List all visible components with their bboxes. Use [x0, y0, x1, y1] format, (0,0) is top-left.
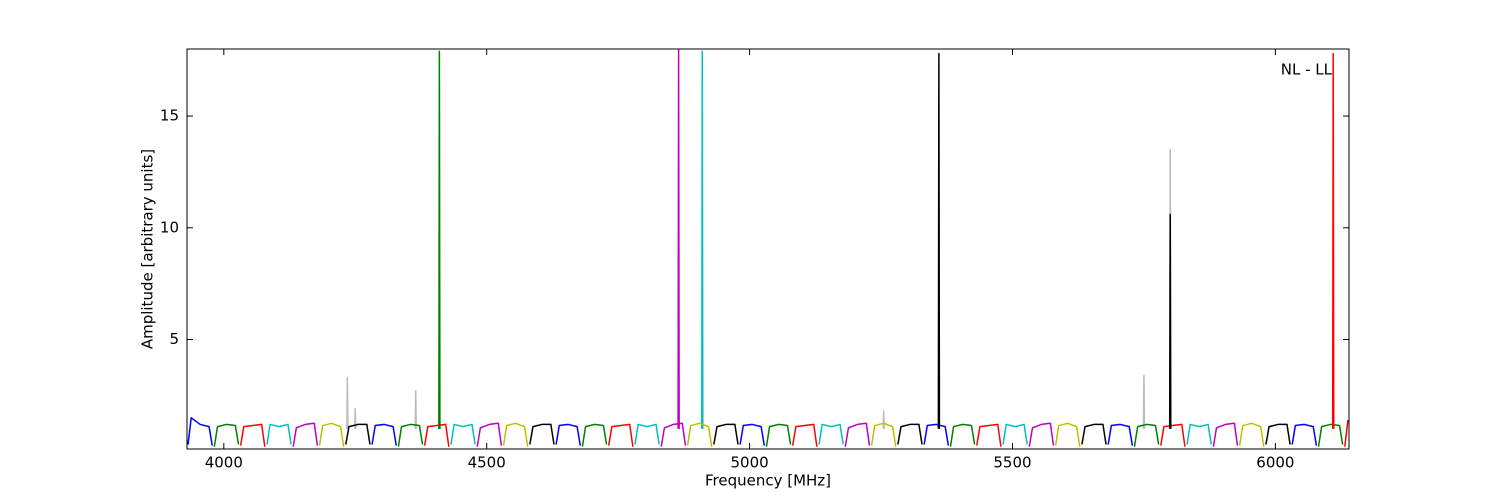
series-line [187, 416, 1318, 446]
series-line [345, 52, 1291, 445]
y-tick-label: 15 [160, 107, 179, 125]
plot-lines [187, 49, 1349, 447]
plot-frame [186, 48, 1350, 450]
x-tick-label: 4000 [205, 454, 243, 472]
series-line [213, 50, 1344, 447]
series-line [239, 52, 1349, 447]
series-line [266, 50, 1212, 445]
x-axis-label: Frequency [MHz] [705, 472, 831, 490]
y-axis-label: Amplitude [arbitrary units] [139, 149, 157, 349]
series-line [346, 148, 1172, 429]
x-tick-label: 4500 [468, 454, 506, 472]
series-line [292, 49, 1239, 447]
y-tick-label: 5 [169, 330, 179, 348]
annotation: NL - LL [1281, 61, 1333, 79]
x-tick-label: 5000 [731, 454, 769, 472]
x-tick-label: 6000 [1256, 454, 1294, 472]
y-tick-label: 10 [160, 218, 179, 236]
series-line [318, 422, 1265, 447]
x-tick-label: 5500 [993, 454, 1031, 472]
